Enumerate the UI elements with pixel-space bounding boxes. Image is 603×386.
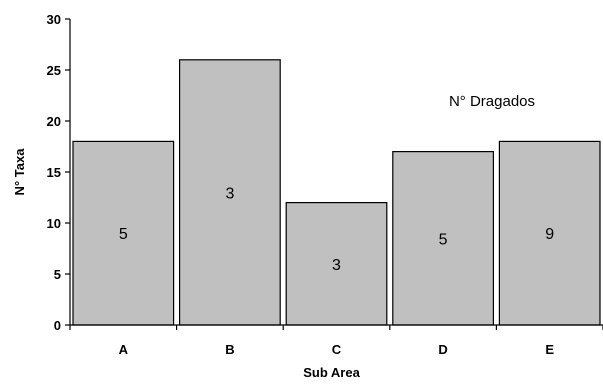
y-tick-label: 10 [47, 216, 61, 231]
x-axis-title: Sub Area [303, 365, 360, 380]
bar-value-label: 9 [545, 226, 554, 243]
bar-value-label: 5 [439, 231, 448, 248]
y-tick-label: 0 [54, 318, 61, 333]
bar-A [72, 140, 175, 326]
y-tick-label: 30 [47, 12, 61, 27]
y-tick-label: 20 [47, 114, 61, 129]
x-tick-label: B [225, 342, 234, 357]
x-tick-label: C [332, 342, 342, 357]
bar-value-label: 5 [119, 226, 128, 243]
x-tick-label: E [545, 342, 554, 357]
y-axis-title: N° Taxa [12, 148, 27, 196]
bar-C [285, 202, 388, 326]
legend-annotation: N° Dragados [449, 93, 535, 110]
bar-labels-group: 5 3 3 5 9 [119, 185, 554, 273]
y-tick-label: 25 [47, 63, 61, 78]
y-axis: 0 5 10 15 20 25 30 [47, 12, 71, 333]
x-tick-label: A [119, 342, 129, 357]
y-tick-label: 15 [47, 165, 61, 180]
bars-group [72, 59, 601, 326]
x-tick-label: D [438, 342, 447, 357]
bar-B [179, 59, 281, 326]
bar-D [392, 151, 494, 326]
x-axis: A B C D E [69, 324, 603, 357]
bar-value-label: 3 [332, 257, 341, 274]
y-tick-label: 5 [54, 267, 61, 282]
bar-E [498, 140, 601, 326]
bar-value-label: 3 [225, 185, 234, 202]
